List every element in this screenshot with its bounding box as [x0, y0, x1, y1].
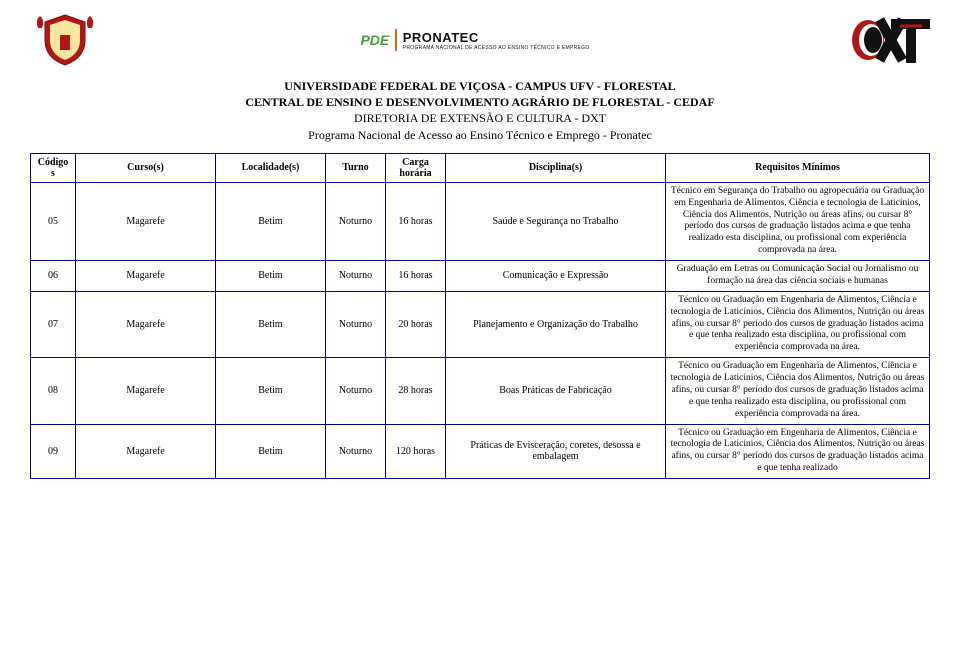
- title-line-4: Programa Nacional de Acesso ao Ensino Té…: [30, 127, 930, 143]
- cell-localidade: Betim: [216, 424, 326, 479]
- header-logos-row: PDE PRONATEC PROGRAMA NACIONAL DE ACESSO…: [30, 10, 930, 70]
- cell-disciplina: Saúde e Segurança no Trabalho: [446, 182, 666, 260]
- th-disciplina: Disciplina(s): [446, 153, 666, 182]
- th-codigo: Código s: [31, 153, 76, 182]
- logo-pronatec: PDE PRONATEC PROGRAMA NACIONAL DE ACESSO…: [360, 29, 589, 51]
- cell-curso: Magarefe: [76, 291, 216, 357]
- cell-turno: Noturno: [326, 358, 386, 424]
- table-row: 05 Magarefe Betim Noturno 16 horas Saúde…: [31, 182, 930, 260]
- cell-turno: Noturno: [326, 261, 386, 292]
- cell-requisitos: Técnico ou Graduação em Engenharia de Al…: [666, 358, 930, 424]
- cell-turno: Noturno: [326, 424, 386, 479]
- th-turno: Turno: [326, 153, 386, 182]
- cell-turno: Noturno: [326, 182, 386, 260]
- cell-requisitos: Graduação em Letras ou Comunicação Socia…: [666, 261, 930, 292]
- logo-dxt: [850, 14, 930, 66]
- cell-requisitos: Técnico ou Graduação em Engenharia de Al…: [666, 291, 930, 357]
- table-row: 07 Magarefe Betim Noturno 20 horas Plane…: [31, 291, 930, 357]
- pde-label: PDE: [360, 32, 389, 48]
- th-curso: Curso(s): [76, 153, 216, 182]
- title-line-2: CENTRAL DE ENSINO E DESENVOLVIMENTO AGRÁ…: [30, 94, 930, 110]
- cell-disciplina: Boas Práticas de Fabricação: [446, 358, 666, 424]
- th-carga: Carga horária: [386, 153, 446, 182]
- table-row: 09 Magarefe Betim Noturno 120 horas Prát…: [31, 424, 930, 479]
- cell-codigo: 06: [31, 261, 76, 292]
- cell-requisitos: Técnico ou Graduação em Engenharia de Al…: [666, 424, 930, 479]
- cell-localidade: Betim: [216, 182, 326, 260]
- table-row: 08 Magarefe Betim Noturno 28 horas Boas …: [31, 358, 930, 424]
- cell-carga: 120 horas: [386, 424, 446, 479]
- logo-ufv: [30, 10, 100, 70]
- cell-carga: 16 horas: [386, 261, 446, 292]
- pronatec-brand: PRONATEC: [403, 30, 590, 45]
- cell-curso: Magarefe: [76, 261, 216, 292]
- cell-carga: 28 horas: [386, 358, 446, 424]
- th-localidade: Localidade(s): [216, 153, 326, 182]
- cell-disciplina: Práticas de Evisceração, coretes, desoss…: [446, 424, 666, 479]
- table-body: 05 Magarefe Betim Noturno 16 horas Saúde…: [31, 182, 930, 478]
- title-line-1: UNIVERSIDADE FEDERAL DE VIÇOSA - CAMPUS …: [30, 78, 930, 94]
- cell-curso: Magarefe: [76, 424, 216, 479]
- cell-codigo: 05: [31, 182, 76, 260]
- cell-curso: Magarefe: [76, 358, 216, 424]
- table-row: 06 Magarefe Betim Noturno 16 horas Comun…: [31, 261, 930, 292]
- cell-carga: 20 horas: [386, 291, 446, 357]
- pronatec-sub: PROGRAMA NACIONAL DE ACESSO AO ENSINO TÉ…: [403, 45, 590, 51]
- title-line-3: DIRETORIA DE EXTENSÃO E CULTURA - DXT: [30, 110, 930, 126]
- cell-requisitos: Técnico em Segurança do Trabalho ou agro…: [666, 182, 930, 260]
- cell-codigo: 09: [31, 424, 76, 479]
- cell-codigo: 07: [31, 291, 76, 357]
- cell-codigo: 08: [31, 358, 76, 424]
- cell-disciplina: Comunicação e Expressão: [446, 261, 666, 292]
- cell-carga: 16 horas: [386, 182, 446, 260]
- th-requisitos: Requisitos Mínimos: [666, 153, 930, 182]
- cell-localidade: Betim: [216, 261, 326, 292]
- cell-turno: Noturno: [326, 291, 386, 357]
- institution-title-block: UNIVERSIDADE FEDERAL DE VIÇOSA - CAMPUS …: [30, 78, 930, 143]
- cell-curso: Magarefe: [76, 182, 216, 260]
- courses-table: Código s Curso(s) Localidade(s) Turno Ca…: [30, 153, 930, 479]
- cell-localidade: Betim: [216, 358, 326, 424]
- cell-localidade: Betim: [216, 291, 326, 357]
- cell-disciplina: Planejamento e Organização do Trabalho: [446, 291, 666, 357]
- table-header-row: Código s Curso(s) Localidade(s) Turno Ca…: [31, 153, 930, 182]
